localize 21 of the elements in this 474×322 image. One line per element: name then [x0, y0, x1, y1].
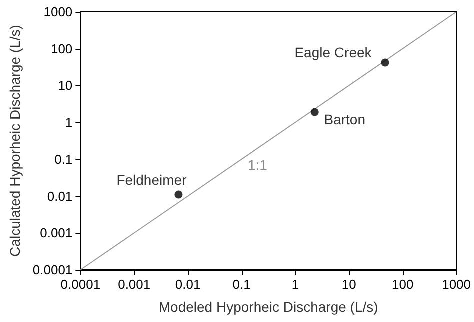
y-tick-label: 0.001: [40, 226, 73, 241]
y-tick-label: 10: [58, 78, 73, 94]
y-tick-label: 1: [65, 115, 73, 130]
y-tick-label: 100: [50, 41, 73, 56]
y-axis-title: Calculated Hyporheic Discharge (L/s): [7, 25, 23, 257]
series-label: Barton: [324, 111, 366, 128]
x-tick-label: 0.01: [175, 277, 201, 292]
x-tick-label: 10: [342, 277, 356, 292]
x-tick-label: 0.001: [118, 277, 151, 292]
x-axis-title: Modeled Hyporheic Discharge (L/s): [158, 299, 378, 315]
series-label: Feldheimer: [116, 172, 188, 188]
y-tick-label: 0.1: [54, 152, 73, 167]
y-tick-label: 0.0001: [32, 262, 73, 278]
y-tick-label: 1000: [44, 4, 73, 20]
x-tick-label: 1: [292, 277, 300, 292]
series-label: Eagle Creek: [294, 44, 373, 61]
y-tick-label: 0.01: [47, 188, 73, 204]
x-tick-label: 1000: [442, 277, 471, 292]
x-tick-label: 100: [392, 277, 414, 292]
x-tick-label: 0.1: [232, 277, 251, 292]
annotation: 1:1: [248, 157, 268, 173]
